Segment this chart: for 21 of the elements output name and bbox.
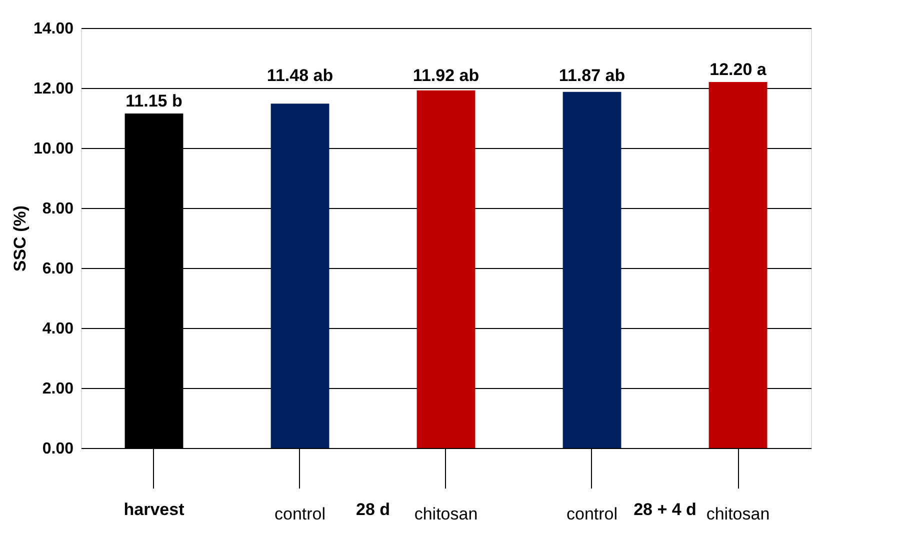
x-tick-label: chitosan: [706, 504, 770, 524]
data-label: 11.15 b: [126, 92, 182, 110]
data-label: 11.87 ab: [558, 66, 626, 85]
y-tick-label: 6.00: [42, 260, 74, 278]
x-tick-label: control: [566, 504, 618, 524]
y-tick-label: 14.00: [33, 20, 74, 38]
y-tick-label: 2.00: [42, 380, 74, 398]
text: 28 d: [356, 500, 390, 519]
y-tick-label: 10.00: [33, 140, 74, 158]
text: harvest: [124, 500, 185, 519]
data-label: 11.92 ab: [412, 66, 480, 85]
data-label: 12.20 a: [710, 60, 767, 79]
y-tick-label: 4.00: [42, 320, 74, 338]
y-tick-label: 0.00: [42, 440, 74, 458]
x-tick-label: control: [274, 504, 326, 524]
text: 28 + 4 d: [634, 500, 696, 519]
y-tick-label: 12.00: [33, 80, 74, 98]
data-label: 11.48 ab: [266, 66, 334, 85]
y-tick-label: 8.00: [42, 200, 74, 218]
x-tick-label: chitosan: [414, 504, 478, 524]
y-axis-title: SSC (%): [10, 205, 30, 272]
